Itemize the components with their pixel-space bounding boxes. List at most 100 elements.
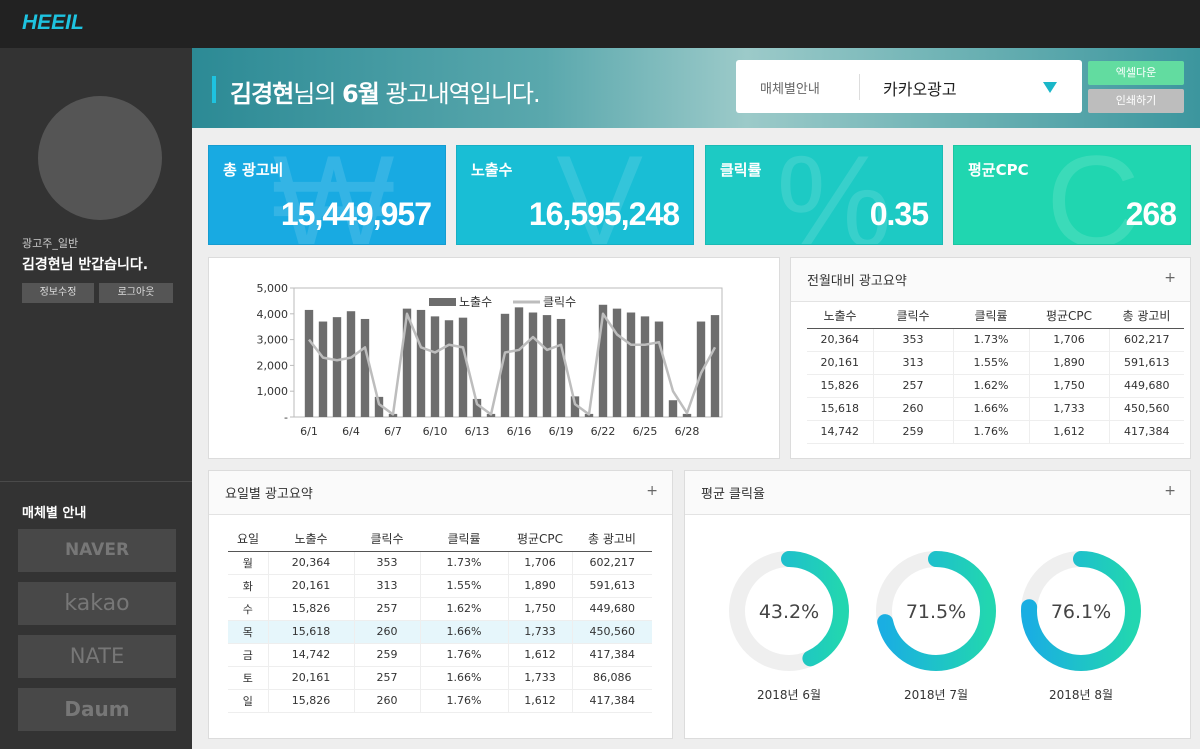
- table-cell: 일: [228, 689, 268, 713]
- table-cell: 260: [353, 620, 420, 644]
- bar: [626, 312, 636, 417]
- table-cell: 259: [353, 643, 420, 667]
- media-button[interactable]: NAVER: [18, 529, 176, 572]
- y-tick-label: 1,000: [257, 385, 289, 398]
- top-bar: HEEIL: [0, 0, 1200, 48]
- kpi-card: V 노출수 16,595,248: [456, 145, 694, 245]
- table-cell: 수: [228, 597, 268, 621]
- table-cell: 1.73%: [952, 328, 1029, 352]
- page-title: 김경현님의 6월 광고내역입니다.: [230, 74, 541, 109]
- table-row: 일 15,826 260 1.76% 1,612 417,384: [228, 689, 652, 713]
- table-row: 20,161 313 1.55% 1,890 591,613: [807, 351, 1184, 375]
- media-title: 매체별 안내: [22, 506, 87, 521]
- table-cell: 15,618: [267, 620, 354, 644]
- media-button[interactable]: kakao: [18, 582, 176, 625]
- bar: [668, 400, 678, 417]
- table-cell: 1,612: [507, 643, 572, 667]
- bar: [416, 309, 426, 417]
- donut-arc: [876, 551, 996, 671]
- y-tick-label: 3,000: [257, 334, 289, 347]
- expand[interactable]: +: [1164, 270, 1176, 286]
- title-text: 님의: [293, 80, 343, 108]
- x-tick-label: 6/19: [549, 425, 574, 438]
- table-cell: 1.66%: [419, 620, 508, 644]
- table-cell: 353: [872, 328, 953, 352]
- table-cell: 257: [353, 597, 420, 621]
- column-header: 총 광고비: [572, 526, 652, 552]
- table-cell: 15,826: [267, 689, 354, 713]
- table-row: 15,826 257 1.62% 1,750 449,680: [807, 374, 1184, 398]
- column-header: 노출수: [268, 526, 354, 552]
- table-cell: 450,560: [1108, 397, 1184, 421]
- title-month: 6월: [342, 80, 380, 108]
- column-header: 총 광고비: [1109, 303, 1184, 329]
- kpi-label: 평균CPC: [968, 161, 1029, 179]
- title-name: 김경현: [230, 80, 294, 108]
- table-cell: 1.66%: [419, 666, 508, 690]
- kpi-icon: ₩: [272, 145, 395, 245]
- bar: [612, 308, 622, 417]
- excel-button[interactable]: 엑셀다운: [1088, 61, 1184, 85]
- x-tick-label: 6/4: [342, 425, 360, 438]
- edit-button[interactable]: 정보수정: [22, 283, 94, 303]
- banner: 김경현님의 6월 광고내역입니다. 매체별안내 카카오광고 엑셀다운 인쇄하기: [192, 48, 1200, 128]
- bar: [318, 321, 328, 417]
- expand[interactable]: +: [1164, 483, 1176, 499]
- donut-value: 43.2%: [759, 601, 819, 623]
- print-button[interactable]: 인쇄하기: [1088, 89, 1184, 113]
- panel-title-text: 전월대비 광고요약: [807, 274, 907, 289]
- dropdown-arrow: [1043, 82, 1057, 93]
- table-cell: 353: [353, 551, 420, 575]
- bar: [528, 312, 538, 417]
- kpi-value: 15,449,957: [280, 196, 432, 232]
- sidebar: 광고주_일반 김경현님 반갑습니다. 정보수정 로그아웃 매체별 안내 NAVE…: [0, 48, 192, 749]
- bar: [542, 315, 552, 417]
- table-row: 월 20,364 353 1.73% 1,706 602,217: [228, 551, 652, 575]
- donut-panel: 평균 클릭율 + 43.2% 2018년 6월 71.5% 2018년 7월 76.1% 2…: [684, 470, 1191, 739]
- line: [308, 312, 717, 416]
- table-cell: 토: [228, 666, 268, 690]
- bar: [696, 321, 706, 417]
- column-header: 클릭수: [354, 526, 420, 552]
- panel-title-text: 평균 클릭율: [701, 487, 765, 502]
- media-button[interactable]: Daum: [18, 688, 176, 731]
- table-cell: 602,217: [1108, 328, 1184, 352]
- bar: [472, 398, 482, 417]
- kpi-icon: C: [1046, 145, 1140, 245]
- donut-caption: 2018년 8월: [1049, 688, 1113, 702]
- logout-button[interactable]: 로그아웃: [99, 283, 173, 303]
- panel-title-text: 요일별 광고요약: [225, 487, 313, 502]
- bar: [444, 320, 454, 417]
- monthly-panel: 전월대비 광고요약 + 노출수 클릭수 클릭률 평균CPC 총 광고비 20,364 353 1…: [790, 257, 1191, 459]
- table-cell: 1.55%: [952, 351, 1029, 375]
- expand[interactable]: +: [646, 483, 658, 499]
- table-cell: 313: [353, 574, 420, 598]
- media-button[interactable]: NATE: [18, 635, 176, 678]
- donut-arc: [1021, 551, 1141, 671]
- table-cell: 1,612: [1028, 420, 1109, 444]
- bar: [332, 317, 342, 417]
- kpi-value: 16,595,248: [528, 196, 680, 232]
- role: 광고주_일반: [22, 237, 79, 250]
- logo[interactable]: HEEIL: [22, 11, 84, 34]
- media-select[interactable]: 매체별안내 카카오광고: [736, 60, 1082, 113]
- panel-title: 요일별 광고요약 +: [209, 471, 672, 515]
- donut-value: 71.5%: [906, 601, 966, 623]
- x-tick-label: 6/25: [633, 425, 658, 438]
- divider: [0, 481, 192, 482]
- x-tick-label: 6/7: [384, 425, 402, 438]
- table-cell: 417,384: [1108, 420, 1184, 444]
- kpi-label: 총 광고비: [223, 161, 284, 179]
- legend-swatch: [429, 298, 456, 306]
- bar: [682, 413, 692, 417]
- bar: [556, 318, 566, 417]
- column-header: 노출수: [807, 303, 873, 329]
- table-cell: 417,384: [571, 643, 652, 667]
- daily-panel: 요일별 광고요약 + 요일 노출수 클릭수 클릭률 평균CPC 총 광고비 월 20,364 35…: [208, 470, 673, 739]
- bar: [500, 313, 510, 417]
- table-row: 금 14,742 259 1.76% 1,612 417,384: [228, 643, 652, 667]
- table-cell: 1,733: [1028, 397, 1109, 421]
- table-cell: 1.76%: [419, 689, 508, 713]
- table-cell: 1,890: [1028, 351, 1109, 375]
- bar: [304, 309, 314, 417]
